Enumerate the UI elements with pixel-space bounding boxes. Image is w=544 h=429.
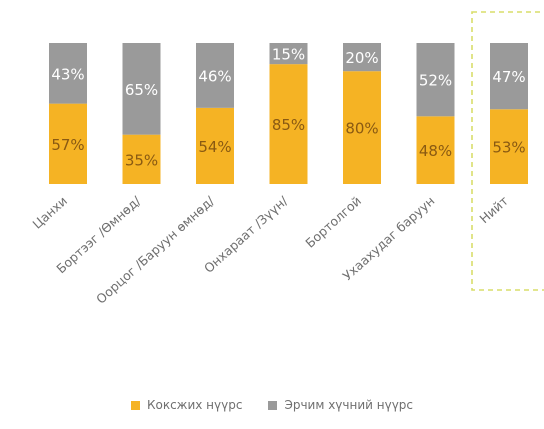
data-label: 54% xyxy=(198,138,231,156)
bar-segment-thermal xyxy=(416,43,455,117)
bar-segment-coking xyxy=(343,71,381,184)
bar-segment-thermal xyxy=(269,43,308,65)
bar-segment-coking xyxy=(49,103,87,184)
data-label: 20% xyxy=(345,49,378,67)
highlight-box xyxy=(471,11,544,291)
legend-label-thermal-coal: Эрчим хүчний нүүрс xyxy=(284,398,414,412)
bar-segment-coking xyxy=(196,107,234,184)
legend-swatch-coking-coal xyxy=(130,400,140,410)
data-label: 47% xyxy=(492,68,525,86)
x-tick-label: Нийт xyxy=(476,193,511,226)
x-tick-label: Цанхи xyxy=(29,193,70,232)
legend-item-thermal-coal: Эрчим хүчний нүүрс xyxy=(268,398,413,412)
bar-segment-coking xyxy=(416,116,455,184)
bar-segment-thermal xyxy=(196,43,234,108)
data-label: 80% xyxy=(345,120,378,138)
data-label: 85% xyxy=(272,116,305,134)
legend-item-coking-coal: Коксжих нүүрс xyxy=(130,398,243,412)
data-label: 46% xyxy=(198,67,231,85)
bar-segment-thermal xyxy=(490,43,528,110)
chart-legend: Коксжих нүүрс Эрчим хүчний нүүрс xyxy=(0,398,544,412)
bar-segment-thermal xyxy=(343,43,381,72)
data-label: 15% xyxy=(272,46,305,64)
data-label: 53% xyxy=(492,139,525,157)
x-tick-label: Бортолгой xyxy=(302,193,364,251)
legend-swatch-thermal-coal xyxy=(268,400,278,410)
bar-segment-coking xyxy=(122,134,161,184)
data-label: 35% xyxy=(125,151,158,169)
data-label: 52% xyxy=(419,72,452,90)
bar-segment-thermal xyxy=(122,43,161,135)
bar-segment-coking xyxy=(490,109,528,184)
data-label: 65% xyxy=(125,81,158,99)
data-label: 57% xyxy=(51,136,84,154)
data-label: 43% xyxy=(51,65,84,83)
bar-segment-thermal xyxy=(49,43,87,104)
legend-label-coking-coal: Коксжих нүүрс xyxy=(146,398,243,412)
bar-segment-coking xyxy=(269,64,308,184)
data-label: 48% xyxy=(419,142,452,160)
x-tick-label: Оорцог /Баруун өмнөд/ xyxy=(93,193,217,307)
